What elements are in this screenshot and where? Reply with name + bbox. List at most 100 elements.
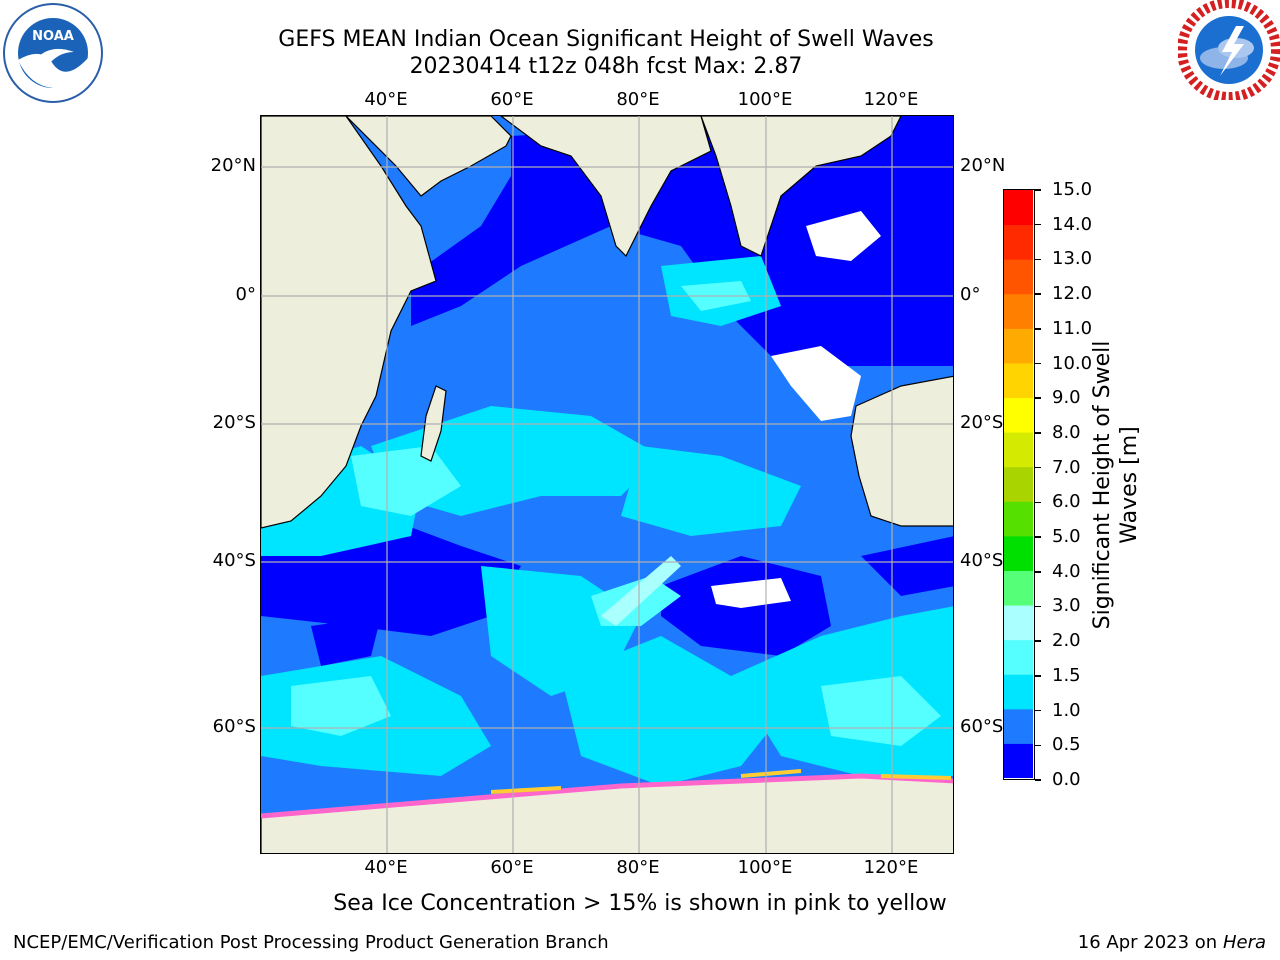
colorbar-tick-label: 15.0 [1052,179,1093,200]
graticule [261,116,953,853]
nws-logo [1178,0,1280,100]
lon-label-bottom-80e: 80°E [616,857,660,878]
lon-label-bottom-120e: 120°E [863,857,919,878]
colorbar-tick-label: 1.0 [1052,699,1081,721]
colorbar-tick-mark [1035,466,1041,469]
credit-date-text: 16 Apr 2023 on [1077,932,1218,953]
lat-label-left-20s: 20°S [212,412,256,433]
colorbar-tick-mark [1035,223,1041,226]
colorbar-tick-mark [1035,189,1041,191]
colorbar-swatch-8 [1004,466,1033,502]
colorbar-swatch-15 [1004,224,1033,260]
lat-label-left-0: 0° [235,284,256,305]
chart-subtitle: 20230414 t12z 048h fcst Max: 2.87 [409,54,803,79]
colorbar-swatch-9 [1004,432,1033,468]
colorbar-tick-mark [1035,536,1041,538]
lat-label-left-60s: 60°S [212,716,256,737]
swell-band-2-3 [601,556,681,626]
colorbar-swatch-4 [1004,605,1033,641]
colorbar-tick-label: 10.0 [1052,352,1093,374]
lon-label-top-100e: 100°E [737,89,793,110]
lat-label-right-40s: 40°S [960,550,1004,571]
colorbar-tick-label: 0.0 [1052,769,1081,790]
colorbar-swatch-11 [1004,362,1033,399]
lat-label-left-20n: 20°N [210,155,256,176]
india-landmass [500,116,712,258]
colorbar-tick-mark [1035,362,1041,365]
colorbar-label-line2: Waves [m] [1117,426,1142,544]
lon-label-top-80e: 80°E [616,89,660,110]
lat-label-right-20s: 20°S [960,412,1004,433]
lon-label-bottom-40e: 40°E [364,857,408,878]
colorbar-tick-label: 14.0 [1052,213,1093,235]
colorbar-label: Significant Height of Swell Waves [m] [1089,285,1143,685]
colorbar-tick-mark [1035,605,1041,608]
colorbar-tick-label: 1.5 [1052,664,1081,686]
colorbar-tick-label: 7.0 [1052,456,1081,478]
colorbar-tick-mark [1035,328,1041,330]
lat-label-left-40s: 40°S [212,550,256,571]
map-panel [260,115,954,854]
colorbar-tick-label: 5.0 [1052,526,1081,548]
colorbar-swatch-13 [1004,293,1033,329]
credit-branch: NCEP/EMC/Verification Post Processing Pr… [13,932,609,953]
swell-band-0-0.5 [261,116,953,666]
colorbar-tick-mark [1035,258,1041,261]
lat-label-right-60s: 60°S [960,716,1004,737]
colorbar-swatch-7 [1004,501,1033,537]
colorbar-swatch-10 [1004,397,1033,433]
colorbar-tick-mark [1035,709,1041,712]
colorbar-tick-mark [1035,293,1041,295]
colorbar-tick-label: 3.0 [1052,595,1081,617]
colorbar-tick-label: 9.0 [1052,387,1081,409]
swell-height-map [261,116,953,853]
colorbar-tick-mark [1035,744,1041,747]
africa-landmass [261,116,437,529]
land [261,116,953,853]
colorbar-swatch-1 [1004,708,1033,744]
colorbar-tick-mark [1035,571,1041,573]
lat-label-right-0: 0° [960,284,981,305]
colorbar-swatch-2 [1004,674,1033,710]
sea-ice-footnote: Sea Ice Concentration > 15% is shown in … [333,891,947,916]
colorbar-swatch-16 [1004,190,1033,226]
colorbar-tick-label: 4.0 [1052,560,1081,582]
colorbar-tick-label: 12.0 [1052,283,1093,305]
colorbar-tick-label: 0.5 [1052,734,1081,756]
colorbar-swatch-5 [1004,570,1033,606]
colorbar-tick-label: 2.0 [1052,630,1081,652]
lon-label-top-40e: 40°E [364,89,408,110]
colorbar-swatch-6 [1004,535,1033,571]
colorbar-tick-mark [1035,640,1041,642]
colorbar-tick-mark [1035,779,1041,781]
noaa-logo-text: NOAA [32,29,74,44]
lat-label-right-20n: 20°N [960,155,1006,176]
colorbar-swatch-12 [1004,328,1033,364]
noaa-logo: NOAA [3,3,103,103]
credit-system: Hera [1222,932,1266,953]
lon-label-bottom-100e: 100°E [737,857,793,878]
colorbar-label-line1: Significant Height of Swell [1090,340,1115,630]
colorbar-tick-label: 13.0 [1052,248,1093,270]
colorbar-swatches [1004,190,1033,779]
colorbar-tick-mark [1035,501,1041,504]
colorbar-swatch-0 [1004,743,1033,779]
colorbar-swatch-3 [1004,639,1033,675]
colorbar-tick-label: 8.0 [1052,421,1081,443]
colorbar-swatch-14 [1004,259,1033,295]
colorbar-tick-mark [1035,397,1041,399]
chart-title: GEFS MEAN Indian Ocean Significant Heigh… [278,27,934,52]
australia-landmass [850,375,953,527]
colorbar [1003,189,1035,780]
credit-date: 16 Apr 2023 on Hera [1078,932,1266,953]
lon-label-bottom-60e: 60°E [490,857,534,878]
southeast-asia-landmass [700,116,902,257]
colorbar-tick-mark [1035,675,1041,677]
lon-label-top-60e: 60°E [490,89,534,110]
colorbar-tick-mark [1035,432,1041,434]
colorbar-tick-label: 11.0 [1052,317,1093,339]
colorbar-tick-label: 6.0 [1052,491,1081,513]
no-data-patches [711,211,881,608]
sea-ice-edge [261,769,953,819]
lon-label-top-120e: 120°E [863,89,919,110]
